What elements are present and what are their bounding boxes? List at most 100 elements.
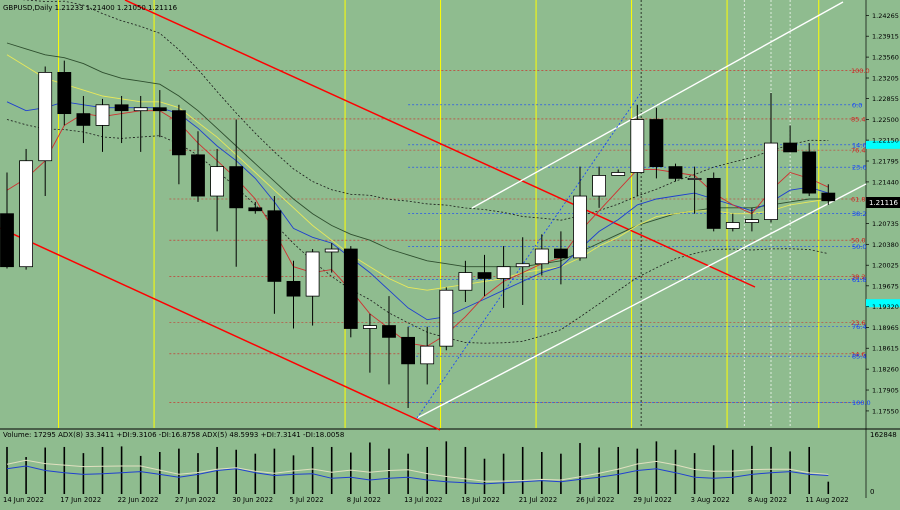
bull-candle <box>362 325 377 329</box>
downtrend-upper-line <box>124 0 756 288</box>
date-tick-label: 13 Jul 2022 <box>404 496 442 504</box>
price-tick-label: 1.19320 <box>872 303 899 311</box>
fib-label-blue: 76.4 <box>852 323 866 331</box>
fib-label-red: 14.6 <box>851 350 865 358</box>
bull-candle <box>324 248 339 253</box>
fib-trend-line <box>416 93 641 419</box>
fib-label-red: 85.4 <box>851 115 865 123</box>
price-tick-label: 1.22855 <box>872 95 899 103</box>
bear-candle <box>706 177 721 229</box>
bull-candle <box>496 266 511 279</box>
price-tick-label: 1.20735 <box>872 220 899 228</box>
candles <box>0 60 836 408</box>
bear-candle <box>554 248 568 259</box>
bear-candle <box>802 151 817 194</box>
bear-candle <box>191 154 205 197</box>
fib-label-blue: 61.8 <box>852 276 866 284</box>
bull-candle <box>420 345 435 365</box>
date-tick-label: 5 Jul 2022 <box>290 496 324 504</box>
envelope-bands <box>6 0 829 344</box>
price-tick-label: 1.22150 <box>872 137 899 145</box>
price-tick-label: 1.24265 <box>872 12 899 20</box>
current-price-label: 1.21116 <box>869 199 898 207</box>
bull-candle <box>95 104 110 126</box>
bear-candle <box>343 248 358 329</box>
lower-band <box>6 119 829 344</box>
price-tick-label: 1.23560 <box>872 54 899 62</box>
bear-candle <box>248 207 263 212</box>
price-axis: 1.24265 1.23915 1.23560 1.23205 1.22855 1.225… <box>866 12 899 415</box>
bull-candle <box>592 175 606 197</box>
date-tick-label: 3 Aug 2022 <box>691 496 730 504</box>
fib-label-blue: 14.6 <box>852 141 866 149</box>
bull-candle <box>725 222 740 229</box>
bull-candle <box>439 289 454 347</box>
bear-candle <box>382 325 396 338</box>
symbol-header: GBPUSD,Daily 1.21233 1.21400 1.21050 1.2… <box>3 4 178 12</box>
bull-candle <box>458 272 473 291</box>
price-tick-label: 1.17905 <box>872 387 899 395</box>
bear-candle <box>267 210 282 282</box>
price-tick-label: 1.18615 <box>872 345 899 353</box>
adx8-line <box>6 465 829 485</box>
price-tick-label: 1.21795 <box>872 158 899 166</box>
date-tick-label: 8 Jul 2022 <box>347 496 381 504</box>
uptrend-lower-line <box>416 183 867 419</box>
current-price-tag <box>866 197 900 208</box>
fib-label-blue: 0.0 <box>852 101 862 109</box>
bull-candle <box>133 107 148 112</box>
bear-candle <box>76 113 91 126</box>
price-tick-label: 1.22500 <box>872 116 899 124</box>
price-tick-label: 1.18965 <box>872 324 899 332</box>
date-tick-label: 8 Aug 2022 <box>748 496 787 504</box>
fib-label-blue: 85.4 <box>852 353 866 361</box>
fib-label-blue: 100.0 <box>852 399 871 407</box>
date-tick-label: 22 Jun 2022 <box>118 496 159 504</box>
date-tick-label: 29 Jul 2022 <box>633 496 671 504</box>
price-tick-label: 1.19675 <box>872 282 899 290</box>
bear-candle <box>401 336 416 365</box>
bear-candle <box>477 272 492 279</box>
bear-candle <box>649 119 664 168</box>
bear-candle <box>152 107 167 112</box>
date-tick-label: 17 Jun 2022 <box>60 496 101 504</box>
fibonacci-levels: 100.0 85.4 76.4 61.8 50.0 38.2 23.6 14.6 0.0 14.6… <box>169 67 900 407</box>
bull-candle <box>745 219 759 223</box>
price-tick-label: 1.21440 <box>872 178 899 186</box>
bull-candle <box>305 251 320 297</box>
price-tick-label: 1.17550 <box>872 407 899 415</box>
date-tick-label: 11 Aug 2022 <box>805 496 849 504</box>
date-tick-label: 14 Jun 2022 <box>3 496 44 504</box>
bear-candle <box>286 281 301 297</box>
downtrend-lower-line <box>0 227 441 431</box>
price-tick-label: 1.20025 <box>872 262 899 270</box>
date-tick-label: 18 Jul 2022 <box>461 496 499 504</box>
date-tick-label: 26 Jul 2022 <box>576 496 614 504</box>
bear-candle <box>114 104 129 112</box>
bull-candle <box>38 72 53 162</box>
fib-label-red: 100.0 <box>851 67 870 75</box>
bear-candle <box>821 192 836 202</box>
adx5-line <box>6 459 829 482</box>
bear-candle <box>57 72 72 115</box>
bear-candle <box>0 213 14 268</box>
price-tick-label: 1.23205 <box>872 75 899 83</box>
fib-label-red: 50.0 <box>851 237 865 245</box>
fib-label-red: 23.6 <box>851 319 865 327</box>
fib-label-blue: 50.0 <box>852 243 866 251</box>
indicator-scale-bottom: 0 <box>870 488 874 496</box>
fib-label-blue: 38.2 <box>852 210 866 218</box>
fib-label-red: 61.8 <box>851 195 865 203</box>
cyan-marker-top <box>866 140 900 149</box>
date-tick-label: 21 Jul 2022 <box>519 496 557 504</box>
bull-candle <box>764 142 778 220</box>
fib-label-red: 38.2 <box>851 273 865 281</box>
indicator-scale-top: 162848 <box>870 431 897 439</box>
date-tick-label: 27 Jun 2022 <box>175 496 216 504</box>
bull-candle <box>611 172 626 176</box>
cyan-marker-mid <box>866 299 900 308</box>
indicator-label: Volume: 17295 ADX(8) 33.3411 +DI:9.3106 … <box>3 431 344 439</box>
bull-candle <box>630 119 645 173</box>
